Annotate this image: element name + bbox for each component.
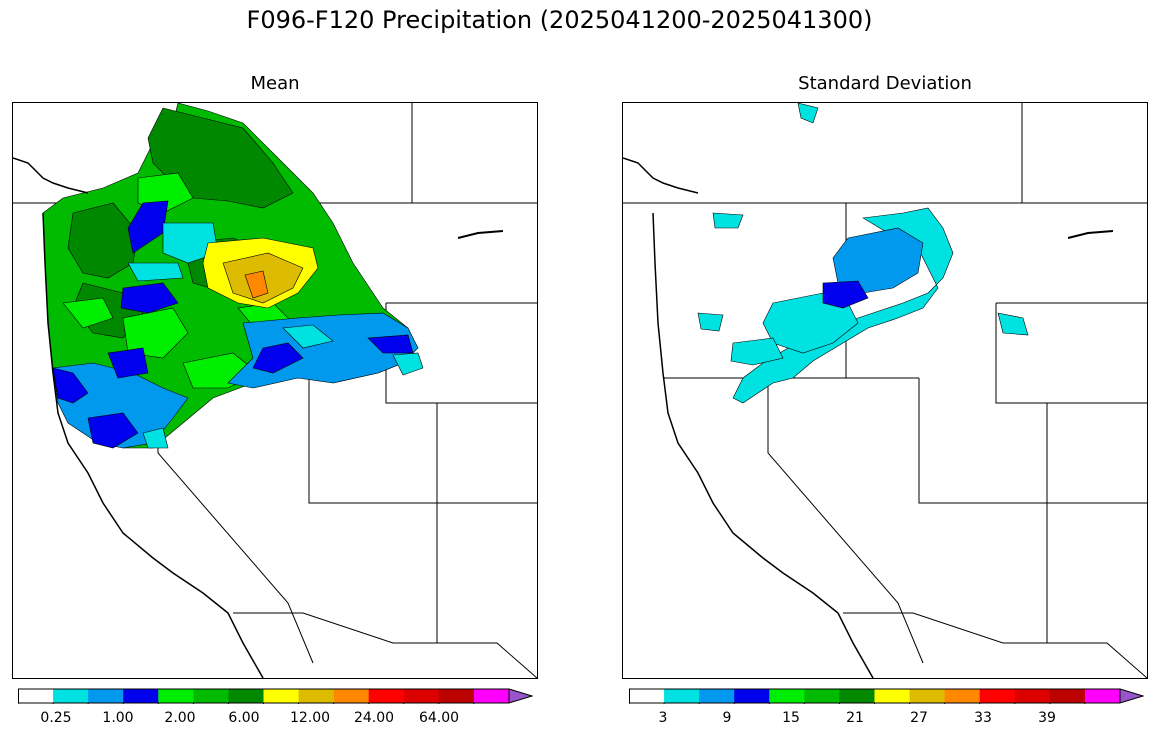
colorbar-extend-arrow bbox=[1119, 688, 1144, 704]
stddev-subtitle: Standard Deviation bbox=[798, 73, 972, 94]
mean-tick-label: 2.00 bbox=[164, 710, 196, 726]
mean-subtitle: Mean bbox=[250, 73, 300, 94]
colorbar-segment bbox=[193, 689, 229, 703]
colorbar-segment bbox=[664, 689, 700, 703]
mean-tick-label: 1.00 bbox=[102, 710, 134, 726]
colorbar-segment bbox=[123, 689, 159, 703]
mean-tick-label: 64.00 bbox=[418, 710, 460, 726]
mean-tick-label: 12.00 bbox=[289, 710, 331, 726]
colorbar-segment bbox=[804, 689, 840, 703]
colorbar-segment bbox=[158, 689, 194, 703]
mean-colorbar-ticks: 0.25 1.00 2.00 6.00 12.00 24.00 64.00 bbox=[18, 710, 533, 730]
stddev-tick-label: 33 bbox=[974, 710, 992, 726]
colorbar-segment bbox=[629, 689, 665, 703]
mean-map bbox=[12, 102, 538, 679]
colorbar-extend-arrow bbox=[508, 688, 533, 704]
stddev-tick-label: 21 bbox=[846, 710, 864, 726]
colorbar-segment bbox=[944, 689, 981, 703]
mean-tick-label: 0.25 bbox=[40, 710, 72, 726]
colorbar-segment bbox=[1084, 689, 1121, 703]
colorbar-segment bbox=[298, 689, 335, 703]
colorbar-segment bbox=[1014, 689, 1051, 703]
stddev-tick-label: 9 bbox=[722, 710, 732, 726]
colorbar-segment bbox=[1049, 689, 1086, 703]
mean-colorbar bbox=[18, 688, 533, 704]
colorbar-segment bbox=[979, 689, 1016, 703]
mean-tick-label: 6.00 bbox=[228, 710, 260, 726]
colorbar-segment bbox=[734, 689, 770, 703]
colorbar-segment bbox=[263, 689, 300, 703]
colorbar-segment bbox=[18, 689, 54, 703]
colorbar-segment bbox=[769, 689, 805, 703]
colorbar-segment bbox=[839, 689, 875, 703]
stddev-tick-label: 27 bbox=[910, 710, 928, 726]
stddev-map bbox=[622, 102, 1148, 679]
colorbar-segment bbox=[368, 689, 405, 703]
colorbar-segment bbox=[403, 689, 440, 703]
colorbar-segment bbox=[88, 689, 124, 703]
mean-tick-label: 24.00 bbox=[353, 710, 395, 726]
colorbar-segment bbox=[438, 689, 475, 703]
colorbar-segment bbox=[874, 689, 911, 703]
stddev-colorbar bbox=[629, 688, 1144, 704]
colorbar-segment bbox=[699, 689, 735, 703]
colorbar-segment bbox=[228, 689, 264, 703]
stddev-tick-label: 15 bbox=[782, 710, 800, 726]
colorbar-segment bbox=[53, 689, 89, 703]
colorbar-segment bbox=[909, 689, 946, 703]
colorbar-segment bbox=[333, 689, 370, 703]
stddev-colorbar-ticks: 3 9 15 21 27 33 39 bbox=[629, 710, 1144, 730]
figure-title: F096-F120 Precipitation (2025041200-2025… bbox=[246, 6, 873, 34]
stddev-tick-label: 3 bbox=[658, 710, 668, 726]
colorbar-segment bbox=[473, 689, 510, 703]
stddev-tick-label: 39 bbox=[1038, 710, 1056, 726]
